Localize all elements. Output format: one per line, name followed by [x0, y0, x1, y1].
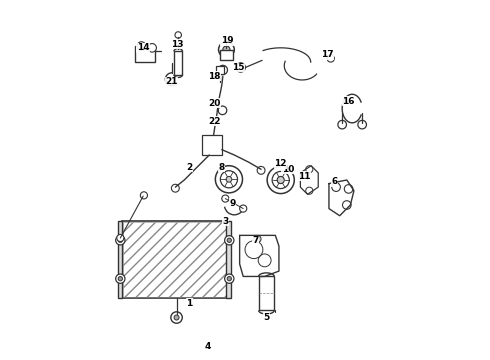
Circle shape — [222, 195, 229, 202]
Text: 7: 7 — [252, 236, 259, 245]
Circle shape — [116, 236, 125, 245]
Text: 1: 1 — [187, 299, 193, 308]
Text: 15: 15 — [232, 63, 244, 72]
Circle shape — [306, 166, 313, 173]
Text: 6: 6 — [331, 177, 338, 186]
Circle shape — [223, 46, 230, 53]
Text: 14: 14 — [137, 43, 149, 52]
Text: 20: 20 — [208, 99, 221, 108]
Text: 3: 3 — [222, 217, 228, 226]
Circle shape — [175, 32, 181, 38]
Circle shape — [148, 44, 156, 52]
Bar — [118, 221, 122, 298]
Circle shape — [172, 184, 179, 192]
Text: 2: 2 — [187, 163, 193, 172]
Circle shape — [137, 42, 146, 50]
Circle shape — [116, 274, 125, 283]
Bar — [123, 222, 226, 297]
Circle shape — [254, 235, 261, 243]
Circle shape — [240, 205, 247, 212]
Text: 8: 8 — [219, 163, 225, 172]
Circle shape — [332, 183, 341, 192]
Circle shape — [277, 176, 284, 184]
Circle shape — [226, 176, 232, 182]
Circle shape — [306, 187, 313, 194]
Text: 13: 13 — [171, 40, 183, 49]
Text: 4: 4 — [204, 342, 211, 351]
Circle shape — [171, 312, 182, 323]
Circle shape — [227, 276, 231, 281]
Circle shape — [140, 192, 147, 199]
Text: 19: 19 — [221, 36, 233, 45]
Text: 18: 18 — [208, 72, 221, 81]
Circle shape — [118, 276, 122, 281]
Bar — [259, 276, 274, 310]
Circle shape — [224, 274, 234, 283]
Circle shape — [174, 315, 179, 320]
Circle shape — [257, 166, 265, 174]
Circle shape — [344, 185, 353, 193]
Text: 10: 10 — [282, 165, 294, 174]
Circle shape — [338, 120, 346, 129]
Text: 11: 11 — [298, 172, 310, 181]
Circle shape — [358, 120, 367, 129]
Circle shape — [227, 238, 231, 242]
Text: 21: 21 — [166, 77, 178, 86]
Bar — [122, 221, 227, 298]
Circle shape — [327, 55, 334, 62]
Text: 9: 9 — [229, 199, 236, 208]
Bar — [220, 50, 233, 60]
Text: 16: 16 — [343, 97, 355, 106]
Bar — [174, 51, 182, 75]
Text: 12: 12 — [274, 159, 287, 168]
Circle shape — [218, 65, 227, 75]
Circle shape — [117, 234, 124, 242]
Bar — [217, 66, 224, 73]
Circle shape — [224, 236, 234, 245]
Bar — [226, 221, 231, 298]
Circle shape — [218, 106, 227, 114]
Bar — [135, 46, 155, 62]
Circle shape — [118, 238, 122, 242]
Bar — [202, 135, 222, 155]
Text: 22: 22 — [208, 117, 221, 126]
Text: 5: 5 — [263, 313, 270, 322]
Text: 17: 17 — [321, 50, 334, 59]
Circle shape — [236, 63, 245, 72]
Circle shape — [343, 201, 351, 209]
Circle shape — [219, 42, 234, 58]
